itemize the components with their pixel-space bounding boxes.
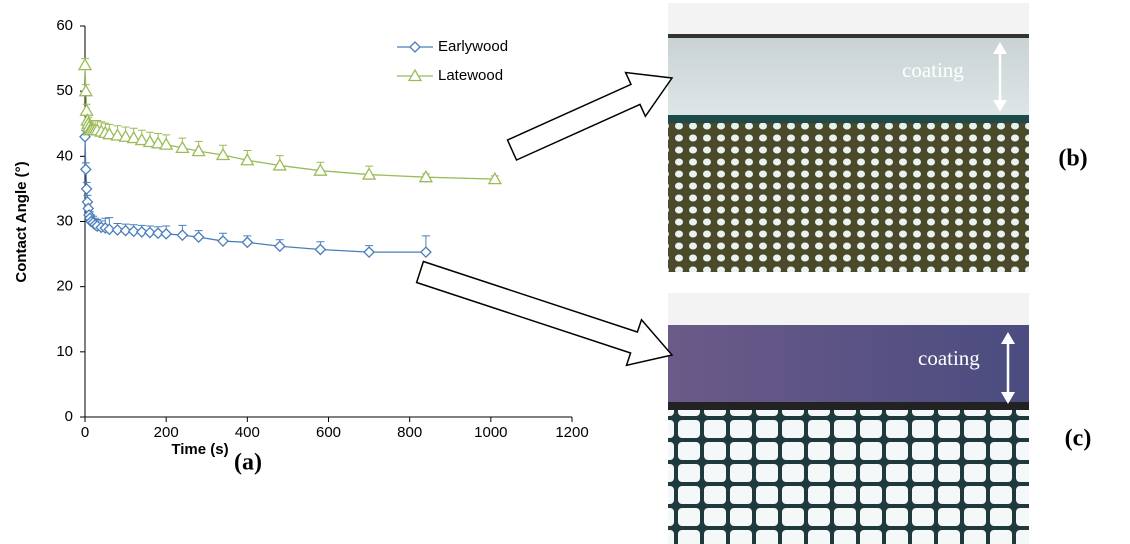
marker [275, 241, 285, 251]
y-tick-label: 20 [56, 278, 73, 295]
legend-label: Earlywood [438, 38, 508, 55]
marker [177, 230, 187, 240]
series-line [85, 137, 426, 252]
x-tick-label: 800 [397, 424, 422, 441]
marker [364, 247, 374, 257]
x-axis-title: Time (s) [171, 441, 228, 458]
x-tick-label: 1000 [474, 424, 507, 441]
x-tick-label: 400 [235, 424, 260, 441]
legend-marker [410, 42, 420, 52]
marker [421, 247, 431, 257]
y-tick-label: 30 [56, 212, 73, 229]
y-tick-label: 50 [56, 82, 73, 99]
marker [218, 236, 228, 246]
panel-label: (c) [1065, 426, 1092, 452]
panel-label: (a) [234, 450, 262, 476]
marker [79, 59, 91, 70]
x-tick-label: 1200 [555, 424, 588, 441]
marker [81, 164, 91, 174]
series-line [85, 65, 495, 179]
micrograph-c: coating [668, 293, 1029, 544]
image-label: coating [918, 346, 980, 370]
marker [315, 245, 325, 255]
y-tick-label: 0 [65, 408, 73, 425]
legend-label: Latewood [438, 67, 503, 84]
marker [81, 105, 93, 116]
marker [82, 184, 92, 194]
y-tick-label: 10 [56, 343, 73, 360]
x-tick-label: 200 [154, 424, 179, 441]
x-tick-label: 0 [81, 424, 89, 441]
panel-label: (b) [1058, 146, 1087, 172]
x-tick-label: 600 [316, 424, 341, 441]
legend-marker [409, 70, 421, 81]
marker [80, 85, 92, 96]
marker [161, 229, 171, 239]
arrow [508, 73, 673, 161]
image-label: coating [902, 58, 964, 82]
marker [242, 237, 252, 247]
arrow [417, 262, 672, 366]
y-tick-label: 60 [56, 17, 73, 34]
micrograph-b: coating [668, 3, 1029, 272]
y-tick-label: 40 [56, 147, 73, 164]
marker [194, 232, 204, 242]
figure: coating coating (a) (b) (c) Time (s) Con… [0, 0, 1130, 544]
y-axis-title: Contact Angle (°) [13, 161, 30, 282]
